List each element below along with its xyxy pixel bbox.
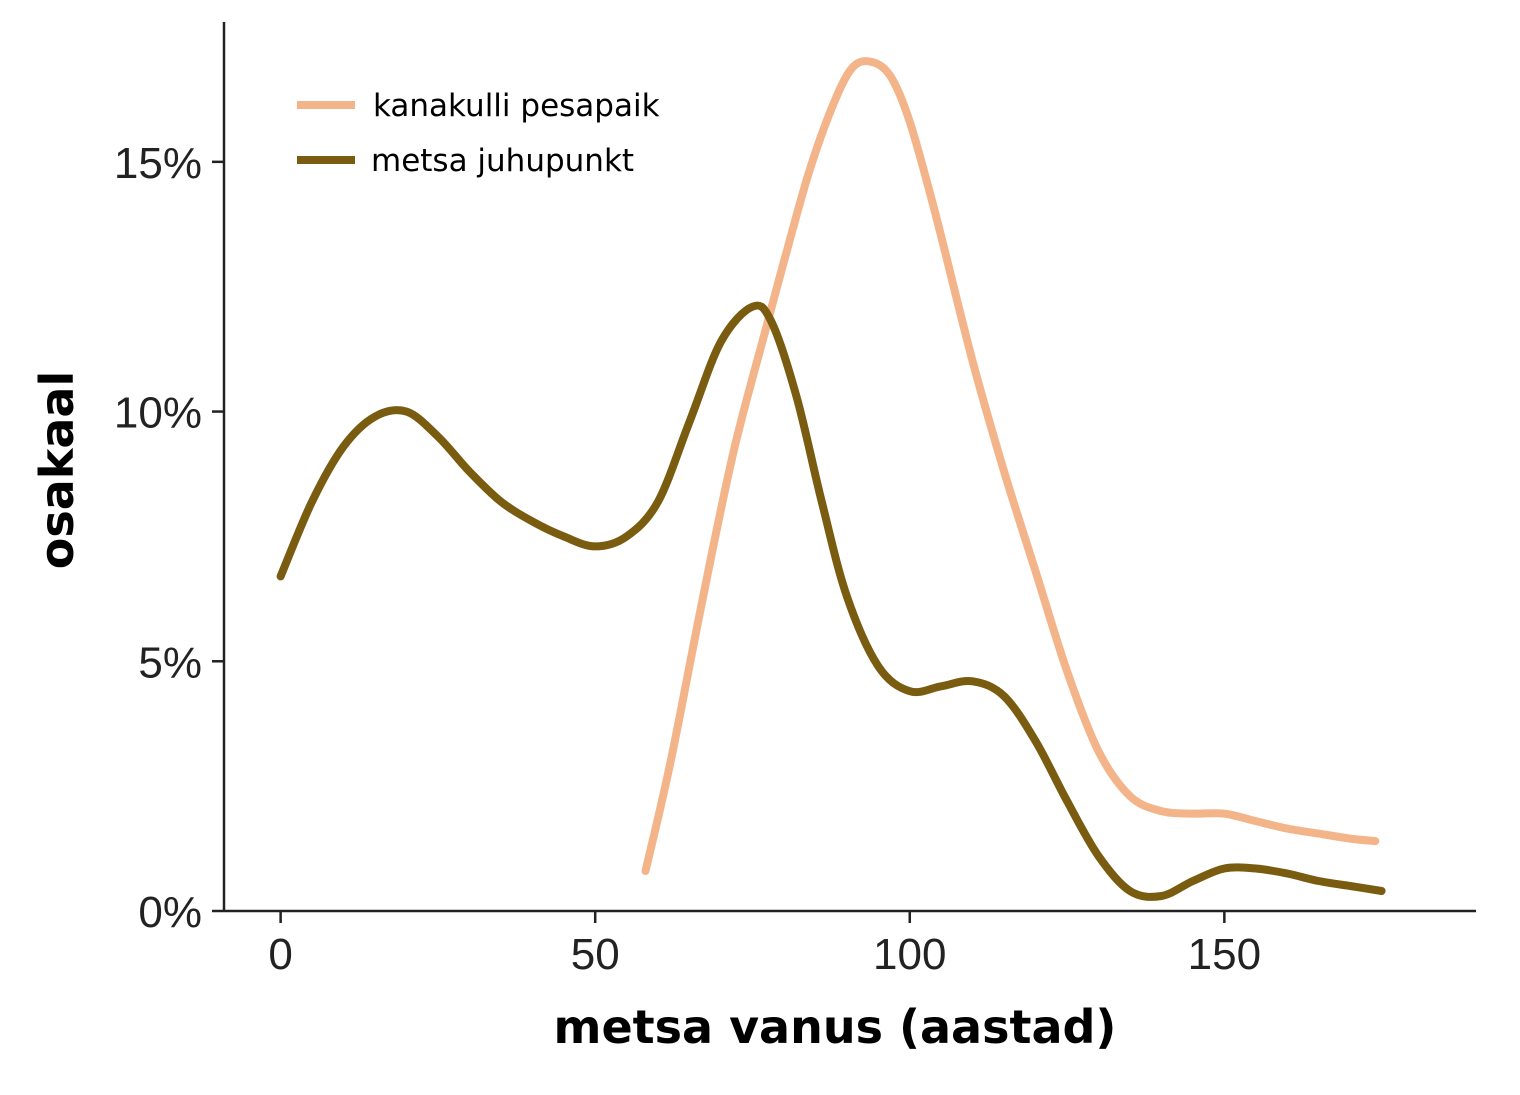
y-tick-label: 15% [114, 139, 202, 188]
x-tick-label: 0 [268, 930, 292, 979]
x-axis-title: metsa vanus (aastad) [554, 1000, 1117, 1054]
y-axis-title: osakaal [30, 371, 84, 569]
x-tick-label: 150 [1188, 930, 1261, 979]
y-ticks: 0% 5% 10% 15% [114, 139, 224, 937]
legend: kanakulli pesapaik metsa juhupunkt [297, 88, 660, 179]
x-ticks: 0 50 100 150 [268, 911, 1261, 979]
x-tick-label: 50 [571, 930, 620, 979]
axes [222, 22, 1476, 913]
y-tick-label: 5% [138, 638, 202, 687]
y-tick-label: 0% [138, 888, 202, 937]
x-tick-label: 100 [873, 930, 946, 979]
series-line-kanakulli-pesapaik [641, 57, 1380, 875]
legend-label: kanakulli pesapaik [373, 88, 660, 124]
series-group [276, 57, 1386, 901]
legend-label: metsa juhupunkt [371, 143, 634, 179]
y-tick-label: 10% [114, 389, 202, 438]
series-line-metsa-juhupunkt [276, 301, 1386, 901]
